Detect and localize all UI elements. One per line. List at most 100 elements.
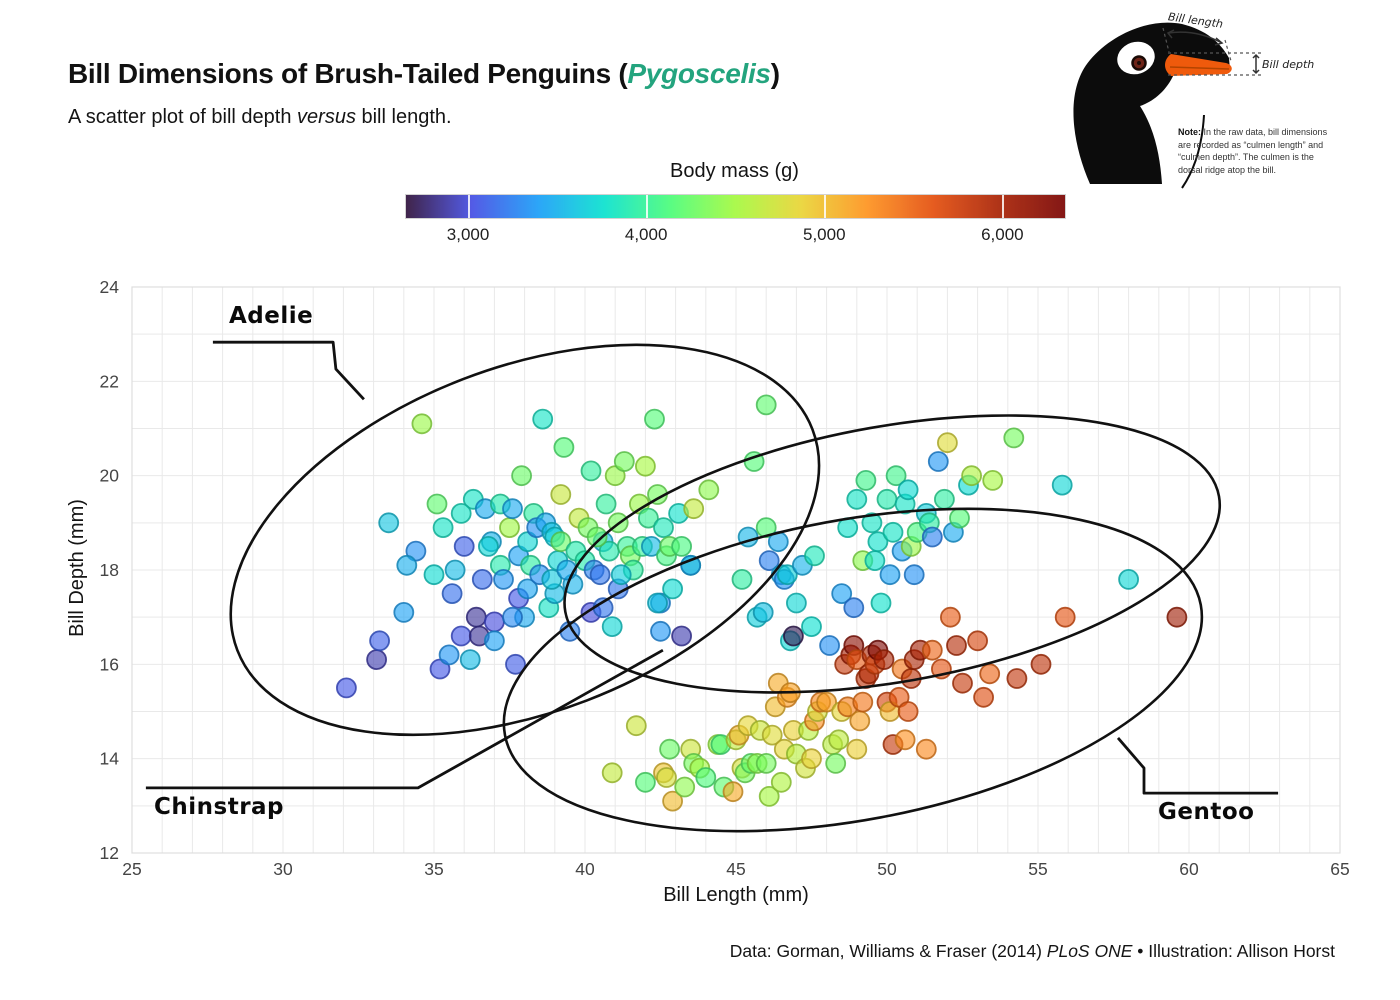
scatter-point-gentoo [852,691,874,713]
annotation-leader-chinstrap [145,648,664,790]
scatter-point-chinstrap [937,432,958,454]
scatter-point-gentoo [967,630,988,652]
colorbar-title: Body mass (g) [670,160,799,182]
scatter-point-adelie [502,498,523,520]
colorbar-tick-labels: 3,000 4,000 5,000 6,000 [405,225,1064,247]
scatter-point-chinstrap [982,469,1004,491]
scatter-point-gentoo [1166,606,1188,628]
bill-depth-arrow [1252,53,1260,75]
plot-panel-border [131,286,1341,854]
scatter-point-gentoo [758,786,780,807]
y-tick-label: 12 [100,843,119,863]
scatter-point-chinstrap [843,597,865,619]
scatter-point-adelie [499,517,520,538]
scatter-point-gentoo [635,771,656,793]
scatter-point-adelie [483,630,505,652]
scatter-point-adelie [483,611,505,633]
species-ellipse-chinstrap [563,414,1222,694]
x-tick-label: 65 [1330,859,1349,879]
scatter-point-adelie [444,559,466,581]
scatter-point-chinstrap [758,550,780,571]
scatter-point-chinstrap [731,569,753,590]
scatter-point-gentoo [816,691,837,713]
scatter-point-adelie [644,408,665,430]
scatter-point-adelie [396,554,418,576]
scatter-point-chinstrap [671,625,692,647]
illustration-note: Note: In the raw data, bill dimensions a… [1178,126,1330,176]
y-tick-label: 24 [100,277,120,297]
scatter-point-chinstrap [882,521,904,543]
colorbar-legend: Body mass (g) 3,000 4,000 5,000 6,000 [405,160,1066,247]
scatter-point-adelie [378,512,400,534]
colorbar-tick-label: 6,000 [981,225,1024,244]
scatter-point-adelie [471,569,493,590]
y-tick-label: 14 [100,749,120,769]
species-ellipse-gentoo [502,507,1204,833]
scatter-point-adelie [335,677,357,699]
scatter-point-adelie [601,616,623,637]
scatter-point-chinstrap [776,564,798,586]
scatter-point-chinstrap [831,583,853,604]
scatter-point-adelie [671,536,692,557]
scatter-point-adelie [438,644,460,666]
scatter-point-chinstrap [786,592,807,614]
scatter-point-adelie [502,606,523,628]
scatter-point-gentoo [755,753,777,774]
scatter-point-chinstrap [855,469,877,491]
note-bold-prefix: Note: [1178,127,1201,137]
bill-length-dash-left [1162,27,1170,53]
scatter-point-chinstrap [647,592,668,614]
annotation-label-adelie: Adelie [229,303,314,329]
penguin-illustration: Bill length Bill depth Note: In the raw … [1050,8,1360,193]
scatter-point-chinstrap [879,564,901,586]
scatter-point-chinstrap [801,616,822,637]
scatter-point-adelie [432,517,454,538]
scatter-point-gentoo [946,635,967,656]
scatter-point-adelie [459,649,481,670]
scatter-point-adelie [441,583,463,604]
species-ellipse-adelie [229,343,821,737]
scatter-point-adelie [453,536,475,557]
scatter-point-gentoo [761,724,783,746]
scatter-point-chinstrap [650,620,671,642]
scatter-point-adelie [550,484,572,505]
scatter-point-adelie [369,630,391,652]
colorbar-tick [468,195,471,218]
annotation-leader-adelie [212,340,365,401]
colorbar-tick [1002,195,1005,218]
x-tick-label: 55 [1028,859,1047,879]
scatter-point-gentoo [979,663,1001,685]
scatter-point-adelie [683,498,705,520]
scatter-point-gentoo [674,776,696,798]
scatter-point-chinstrap [934,488,955,510]
colorbar-tick [824,195,827,218]
scatter-point-gentoo [952,672,973,694]
scatter-point-gentoo [659,738,680,760]
bill-length-arrowheads [1166,29,1224,46]
subtitle-italic-word: versus [297,106,356,128]
scatter-point-chinstrap [927,451,949,472]
scatter-point-adelie [662,578,683,600]
annotation-label-gentoo: Gentoo [1158,799,1255,825]
scatter-point-adelie [517,578,538,600]
x-tick-label: 50 [877,859,897,879]
colorbar-tick-label: 4,000 [624,225,668,244]
scatter-point-gentoo [1006,668,1028,689]
scatter-point-adelie [465,606,487,628]
colorbar-gradient [405,194,1066,219]
scatter-point-adelie [423,564,445,586]
scatter-point-chinstrap [885,465,907,487]
scatter-point-adelie [613,451,635,472]
scatter-point-adelie [638,507,659,529]
penguin-chest-outline [1181,114,1205,189]
scatter-point-gentoo [770,771,792,793]
x-tick-label: 30 [273,859,293,879]
credit-journal-italic: PLoS ONE [1046,941,1133,961]
scatter-point-gentoo [915,738,937,760]
scatter-point-chinstrap [876,488,898,510]
scatter-point-chinstrap [870,592,892,614]
penguin-bill-seam [1169,66,1230,70]
scatter-point-gentoo [828,729,850,751]
scatter-point-gentoo [921,639,943,661]
